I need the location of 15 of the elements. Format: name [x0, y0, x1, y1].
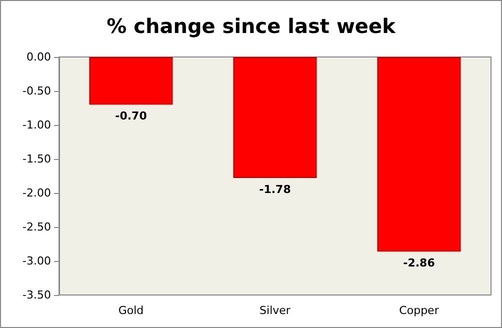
- y-tick-label: -3.00: [22, 254, 51, 268]
- chart-title: % change since last week: [106, 14, 396, 38]
- y-tick-label: -2.50: [22, 220, 51, 234]
- x-tick-label: Copper: [399, 304, 440, 317]
- data-label: -0.70: [115, 110, 148, 123]
- x-tick-label: Gold: [118, 304, 144, 317]
- y-tick-label: -1.00: [22, 118, 51, 132]
- y-tick-label: -1.50: [22, 152, 51, 166]
- y-tick-label: 0.00: [26, 50, 51, 64]
- y-tick-label: -2.00: [22, 186, 51, 200]
- data-label: -1.78: [259, 183, 291, 196]
- y-tick-label: -3.50: [22, 288, 51, 302]
- x-tick-label: Silver: [260, 304, 291, 317]
- data-label: -2.86: [403, 256, 436, 270]
- y-tick-label: -0.50: [22, 84, 51, 98]
